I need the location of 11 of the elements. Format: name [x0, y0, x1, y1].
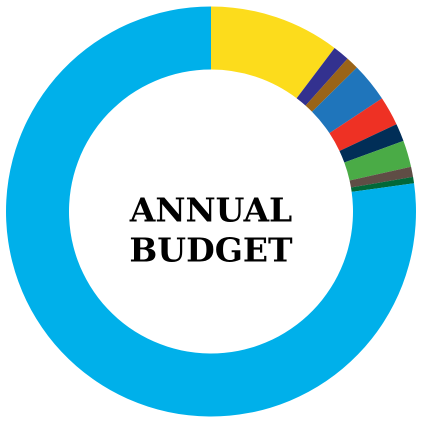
donut-slice — [211, 6, 335, 98]
donut-slice — [329, 98, 396, 152]
donut-slice — [306, 58, 357, 112]
donut-slice — [312, 67, 382, 134]
donut-slice — [350, 166, 414, 188]
donut-slice — [6, 6, 416, 416]
donut-slice — [339, 124, 404, 163]
text: ANNUAL BUDGET — [128, 190, 294, 270]
donut-slice — [350, 176, 414, 192]
donut-slice — [344, 140, 412, 181]
donut-slice — [296, 48, 348, 106]
